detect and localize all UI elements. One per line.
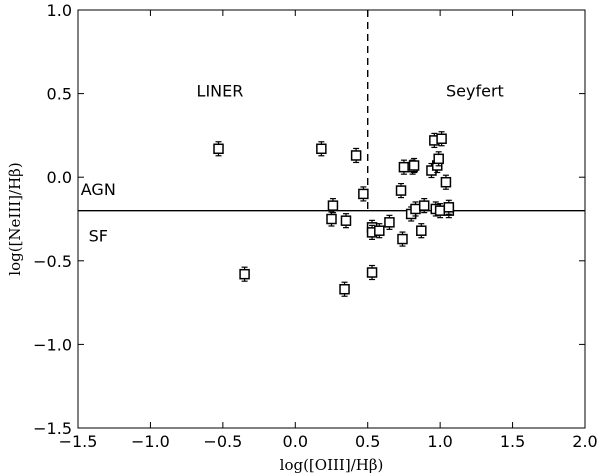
- region-label: LINER: [197, 81, 244, 100]
- data-point: [434, 203, 446, 219]
- data-point: [440, 174, 452, 190]
- x-tick-label: 1.5: [500, 432, 525, 451]
- data-point: [398, 159, 410, 175]
- x-tick-label: 1.0: [427, 432, 452, 451]
- region-annotations: LINER Seyfert AGN SF: [81, 81, 504, 245]
- data-point: [436, 131, 447, 147]
- data-point: [366, 264, 378, 281]
- region-label: SF: [89, 227, 108, 246]
- data-point: [327, 198, 339, 214]
- data-point: [443, 199, 455, 215]
- data-point: [433, 151, 444, 167]
- x-tick-label: −1.5: [59, 432, 98, 451]
- data-point: [429, 132, 440, 149]
- x-tick-label: −1.0: [131, 432, 170, 451]
- data-point: [410, 201, 421, 217]
- data-point: [358, 186, 369, 202]
- y-axis-ticks: −1.5 −1.0 −0.5 0.0 0.5 1.0: [33, 1, 585, 438]
- data-point: [416, 223, 427, 239]
- data-point: [326, 211, 337, 227]
- y-tick-label: −1.0: [33, 335, 72, 354]
- data-point: [397, 231, 408, 247]
- x-tick-label: 0.0: [283, 432, 308, 451]
- data-point: [340, 213, 352, 229]
- data-point: [408, 157, 420, 174]
- x-tick-label: −0.5: [203, 432, 242, 451]
- y-tick-label: 1.0: [47, 1, 72, 20]
- x-tick-label: 2.0: [572, 432, 597, 451]
- data-point: [239, 266, 250, 282]
- x-axis-label: log([OIII]/Hβ): [280, 456, 384, 474]
- data-point: [395, 182, 407, 199]
- y-tick-label: 0.5: [47, 85, 72, 104]
- data-point: [350, 147, 362, 164]
- data-point: [316, 141, 327, 157]
- y-tick-label: 0.0: [47, 168, 72, 187]
- y-tick-label: −0.5: [33, 252, 72, 271]
- x-axis-ticks: −1.5 −1.0 −0.5 0.0 0.5 1.0 1.5 2.0: [59, 10, 598, 451]
- data-point: [418, 198, 430, 214]
- plot-frame: [77, 9, 586, 429]
- y-axis-label: log([NeIII]/Hβ): [6, 162, 24, 275]
- data-point: [384, 214, 395, 230]
- region-label: Seyfert: [446, 81, 504, 100]
- y-tick-label: −1.5: [33, 419, 72, 438]
- data-point: [374, 223, 385, 239]
- data-point: [339, 281, 350, 297]
- data-point: [366, 224, 378, 240]
- x-tick-label: 0.5: [355, 432, 380, 451]
- data-point: [213, 141, 224, 157]
- region-label: AGN: [81, 180, 116, 199]
- data-points: [213, 131, 455, 297]
